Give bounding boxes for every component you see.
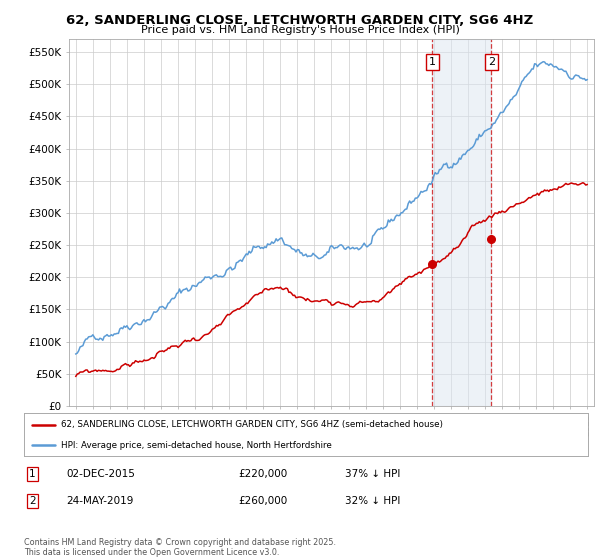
Text: 32% ↓ HPI: 32% ↓ HPI bbox=[346, 496, 401, 506]
Text: Price paid vs. HM Land Registry's House Price Index (HPI): Price paid vs. HM Land Registry's House … bbox=[140, 25, 460, 35]
Text: Contains HM Land Registry data © Crown copyright and database right 2025.
This d: Contains HM Land Registry data © Crown c… bbox=[24, 538, 336, 557]
Text: 37% ↓ HPI: 37% ↓ HPI bbox=[346, 469, 401, 479]
Text: 62, SANDERLING CLOSE, LETCHWORTH GARDEN CITY, SG6 4HZ: 62, SANDERLING CLOSE, LETCHWORTH GARDEN … bbox=[67, 14, 533, 27]
Text: 1: 1 bbox=[429, 57, 436, 67]
Text: 62, SANDERLING CLOSE, LETCHWORTH GARDEN CITY, SG6 4HZ (semi-detached house): 62, SANDERLING CLOSE, LETCHWORTH GARDEN … bbox=[61, 421, 443, 430]
Text: 24-MAY-2019: 24-MAY-2019 bbox=[66, 496, 134, 506]
Text: 2: 2 bbox=[488, 57, 495, 67]
Text: HPI: Average price, semi-detached house, North Hertfordshire: HPI: Average price, semi-detached house,… bbox=[61, 441, 331, 450]
Text: 2: 2 bbox=[29, 496, 36, 506]
Bar bbox=[433, 39, 491, 406]
Text: £260,000: £260,000 bbox=[238, 496, 287, 506]
Text: 02-DEC-2015: 02-DEC-2015 bbox=[66, 469, 135, 479]
Text: £220,000: £220,000 bbox=[238, 469, 287, 479]
Text: 1: 1 bbox=[29, 469, 36, 479]
